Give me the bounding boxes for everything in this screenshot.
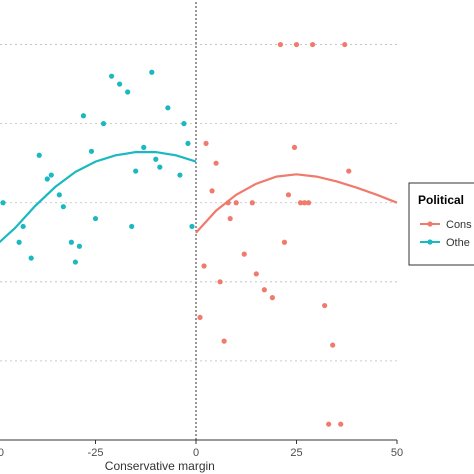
data-point-othe bbox=[72, 259, 78, 265]
data-point-othe bbox=[165, 105, 171, 111]
data-point-cons bbox=[285, 192, 292, 198]
data-point-cons bbox=[225, 200, 231, 206]
data-point-othe bbox=[157, 164, 163, 170]
data-point-cons bbox=[338, 421, 344, 427]
fit-curve-cons bbox=[195, 173, 398, 234]
data-point-othe bbox=[149, 69, 155, 75]
data-point-othe bbox=[108, 73, 115, 79]
data-point-cons bbox=[253, 271, 259, 277]
legend: Political Cons Othe bbox=[408, 182, 474, 266]
data-point-othe bbox=[88, 148, 95, 154]
data-point-cons bbox=[301, 200, 308, 206]
data-point-cons bbox=[221, 338, 227, 344]
data-point-othe bbox=[48, 172, 54, 178]
data-point-cons bbox=[297, 200, 304, 206]
data-point-cons bbox=[209, 188, 215, 194]
data-point-cons bbox=[201, 263, 207, 269]
x-tick-label: 50 bbox=[391, 447, 403, 459]
data-point-othe bbox=[185, 140, 191, 147]
data-point-othe bbox=[133, 168, 139, 174]
x-axis-title: Conservative margin bbox=[105, 459, 215, 473]
data-point-cons bbox=[233, 200, 239, 206]
data-point-cons bbox=[346, 168, 352, 174]
x-tick-label: 25 bbox=[290, 447, 302, 459]
x-tick-label: 0 bbox=[193, 447, 199, 459]
data-point-cons bbox=[291, 144, 298, 150]
data-point-othe bbox=[125, 89, 131, 95]
data-point-cons bbox=[309, 41, 316, 48]
data-point-cons bbox=[293, 41, 300, 48]
data-point-othe bbox=[68, 239, 74, 245]
data-point-othe bbox=[44, 176, 50, 182]
data-point-cons bbox=[203, 140, 209, 147]
data-point-othe bbox=[100, 121, 107, 127]
data-point-cons bbox=[277, 41, 284, 48]
data-point-cons bbox=[305, 200, 312, 206]
data-point-othe bbox=[141, 144, 147, 150]
legend-key-point bbox=[427, 239, 433, 245]
data-point-othe bbox=[28, 255, 34, 261]
x-tick-label: -25 bbox=[88, 447, 104, 459]
legend-key-point bbox=[427, 221, 433, 227]
data-point-cons bbox=[342, 41, 348, 48]
data-point-cons bbox=[197, 314, 203, 321]
data-point-othe bbox=[153, 156, 159, 162]
data-point-cons bbox=[330, 342, 336, 348]
data-point-othe bbox=[189, 223, 195, 230]
data-point-othe bbox=[181, 121, 187, 127]
data-point-othe bbox=[60, 204, 66, 210]
data-point-cons bbox=[241, 251, 247, 257]
data-point-cons bbox=[322, 302, 328, 309]
data-point-othe bbox=[20, 223, 26, 230]
fit-curves bbox=[0, 151, 398, 244]
data-point-cons bbox=[281, 239, 288, 245]
legend-label: Othe bbox=[446, 237, 470, 249]
data-point-othe bbox=[80, 113, 87, 119]
data-point-cons bbox=[213, 160, 219, 166]
data-point-othe bbox=[0, 200, 6, 206]
x-tick-label-partial: 0 bbox=[0, 447, 4, 459]
data-point-othe bbox=[56, 192, 62, 198]
fit-curve-othe bbox=[0, 151, 197, 244]
data-point-othe bbox=[76, 243, 83, 249]
data-point-othe bbox=[129, 223, 135, 230]
legend-label: Cons bbox=[446, 219, 472, 231]
legend-title: Political bbox=[418, 193, 464, 207]
x-axis: -25 0 25 50 0 bbox=[0, 439, 403, 459]
data-point-cons bbox=[326, 421, 332, 427]
data-point-cons bbox=[249, 200, 255, 206]
data-point-cons bbox=[269, 295, 275, 301]
data-point-cons bbox=[261, 287, 267, 293]
data-point-othe bbox=[92, 215, 99, 222]
data-point-othe bbox=[16, 239, 22, 245]
data-point-othe bbox=[177, 172, 183, 178]
data-point-cons bbox=[227, 215, 233, 222]
data-point-othe bbox=[36, 152, 42, 158]
data-point-othe bbox=[117, 81, 123, 87]
grid-lines bbox=[0, 44, 397, 362]
data-point-cons bbox=[217, 279, 223, 285]
legend-box bbox=[408, 182, 474, 266]
data-points bbox=[0, 41, 352, 427]
